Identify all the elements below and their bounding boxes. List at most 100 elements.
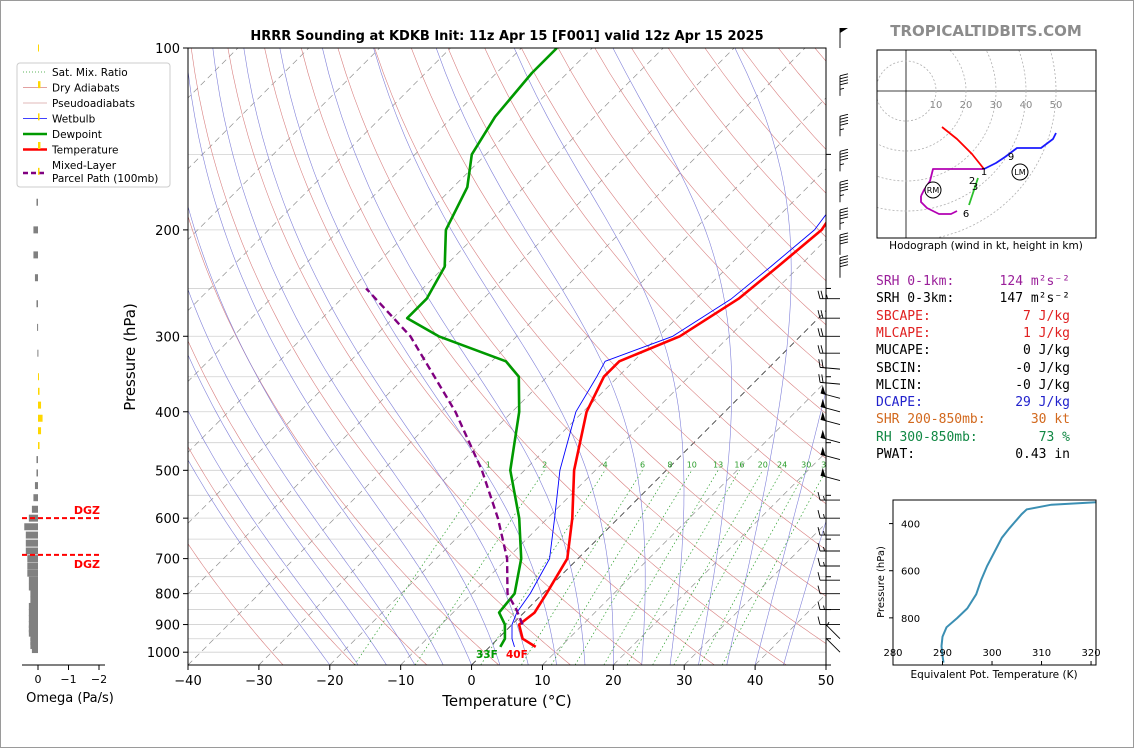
- x-tick-label: −30: [245, 674, 272, 689]
- dry-adiabat-line: [188, 340, 428, 665]
- isotherm-line: [188, 48, 806, 665]
- moist-adiabat-line: [754, 389, 826, 665]
- isotherm-line: [400, 239, 826, 665]
- barb-flag: [839, 76, 849, 80]
- x-tick-label: −40: [174, 674, 201, 689]
- mixing-ratio-label: 30: [801, 460, 811, 469]
- wind-barb: [817, 616, 840, 626]
- skewt-legend: Sat. Mix. Ratio Dry Adiabats Pseudoadiabat…: [16, 62, 171, 188]
- skewt-ylabel: Pressure (hPa): [121, 303, 139, 411]
- moist-adiabat-line: [513, 48, 685, 665]
- theta-e-y-tick-label: 800: [901, 614, 920, 625]
- theta-e-ylabel: Pressure (hPa): [876, 546, 887, 618]
- barb-flag: [839, 235, 849, 239]
- stat-value: 29 J/kg: [1015, 395, 1070, 411]
- omega-bar: [30, 637, 38, 645]
- barb-flag: [817, 585, 821, 594]
- stat-value: 147 m²s⁻²: [999, 291, 1070, 307]
- barb-staff: [820, 437, 841, 444]
- mixing-ratio-label: 2: [542, 460, 547, 469]
- mixing-ratio-label: 1: [486, 460, 491, 469]
- barb-half-flag: [839, 128, 845, 131]
- omega-bar: [34, 274, 38, 282]
- omega-bar: [38, 44, 39, 52]
- barb-pennant: [820, 411, 826, 421]
- barb-flag: [821, 359, 824, 368]
- wind-barb: [818, 359, 841, 370]
- hodograph-ring-label: 10: [930, 100, 943, 111]
- barb-flag: [820, 310, 824, 319]
- skewt-ticks: −40 −30 −20 −10 0 10 20 30 40 50 100 200 300 400 500 60…: [147, 42, 834, 689]
- wind-barb: [825, 637, 841, 653]
- barb-flag: [817, 345, 821, 354]
- stat-row: MUCAPE: 0 J/kg: [876, 342, 1096, 360]
- barb-pennant: [840, 28, 848, 33]
- stat-label: SRH 0-1km:: [876, 274, 955, 289]
- skewt-series: [365, 48, 826, 649]
- theta-e-line: [940, 501, 1096, 663]
- dry-adiabat-line: [521, 48, 826, 414]
- stat-label: SHR 200-850mb:: [876, 412, 986, 428]
- omega-bar: [38, 141, 41, 149]
- hodograph-segment: [941, 126, 985, 170]
- hodograph-segment: [920, 168, 984, 197]
- moist-adiabat-line: [188, 409, 359, 665]
- wind-barb: [839, 255, 849, 278]
- barb-flag: [839, 185, 849, 189]
- theta-e-ticks: 280 290 300 310 320 400 600 800: [883, 520, 1101, 665]
- x-tick-label: 10: [534, 674, 551, 689]
- stat-row: SHR 200-850mb: 30 kt: [876, 411, 1096, 429]
- barb-flag: [839, 157, 849, 161]
- barb-flag: [839, 232, 849, 236]
- omega-bar: [38, 427, 42, 435]
- wind-barb: [817, 585, 840, 595]
- barb-flag: [817, 616, 821, 625]
- series-line-mixed-layer-parcel-path-100mb-: [365, 287, 524, 626]
- stat-value: 0.43 in: [1015, 447, 1070, 462]
- mixing-ratio-line: [414, 470, 545, 665]
- omega-bar: [28, 576, 38, 584]
- barb-flag: [817, 290, 821, 299]
- wind-barb: [839, 73, 849, 96]
- stat-row: MLCIN: -0 J/kg: [876, 377, 1096, 395]
- hodograph-ring: [877, 60, 937, 122]
- omega-bar: [36, 456, 38, 464]
- barb-flag: [839, 255, 849, 259]
- isotherm-line: [471, 309, 826, 665]
- stat-row: RH 300-850mb: 73 %: [876, 429, 1096, 447]
- skewt-background-lines: 1 2 4 6 8 10 13 16 20 24 30 36: [188, 48, 831, 665]
- wind-barb: [820, 467, 841, 482]
- omega-bar: [25, 547, 38, 555]
- series-line-wetbulb: [511, 213, 826, 648]
- series-line-dewpoint: [405, 48, 558, 648]
- barb-flag: [839, 258, 849, 262]
- hodograph-height-label: 2: [969, 176, 975, 187]
- barb-half-flag: [823, 561, 825, 567]
- barb-flag: [839, 116, 849, 120]
- mixing-ratio-label: 36: [821, 460, 831, 469]
- barb-pennant: [820, 446, 826, 456]
- barb-flag: [839, 182, 849, 186]
- stat-label: MUCAPE:: [876, 343, 931, 359]
- hodograph-height-label: 3: [972, 182, 978, 193]
- stat-value: 124 m²s⁻²: [999, 274, 1070, 289]
- mixing-ratio-line: [521, 470, 643, 665]
- stat-label: SBCIN:: [876, 360, 923, 376]
- theta-e-frame: [892, 499, 1097, 666]
- isotherm-line: [683, 522, 826, 665]
- x-tick-label: −10: [387, 674, 414, 689]
- legend-box: [16, 62, 171, 188]
- x-tick-label: 40: [747, 674, 764, 689]
- hodograph-ring: [877, 50, 1027, 212]
- hodograph-trace: 123 6 9 RM LM: [920, 126, 1057, 220]
- stat-value: 7 J/kg: [1023, 308, 1070, 324]
- surface-temp-label: 40F: [506, 649, 528, 661]
- stat-value: 30 kt: [1030, 412, 1070, 428]
- barb-flag: [839, 188, 849, 192]
- barb-flag: [839, 238, 849, 242]
- mixing-ratio-line: [626, 470, 740, 665]
- mixing-ratio-label: 8: [667, 460, 672, 469]
- barb-flag: [818, 359, 821, 368]
- wind-barb: [825, 621, 841, 640]
- stat-row: SBCAPE: 7 J/kg: [876, 308, 1096, 326]
